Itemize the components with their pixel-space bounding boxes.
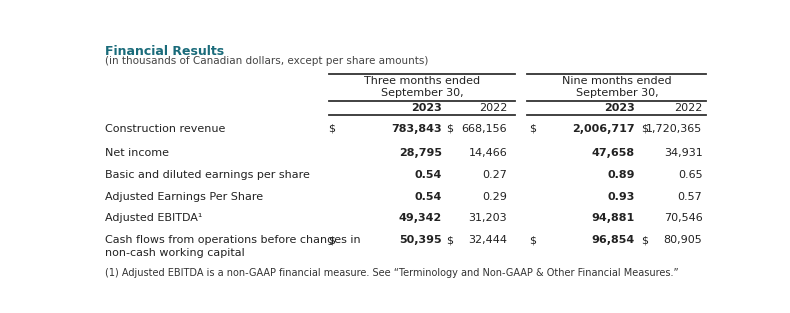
Text: Basic and diluted earnings per share: Basic and diluted earnings per share: [105, 170, 310, 180]
Text: 0.89: 0.89: [608, 170, 635, 180]
Text: $: $: [328, 235, 335, 245]
Text: 28,795: 28,795: [399, 148, 442, 158]
Text: (1) Adjusted EBITDA is a non-GAAP financial measure. See “Terminology and Non-GA: (1) Adjusted EBITDA is a non-GAAP financ…: [105, 268, 679, 278]
Text: 14,466: 14,466: [468, 148, 507, 158]
Text: $: $: [529, 235, 536, 245]
Text: 0.54: 0.54: [415, 192, 442, 202]
Text: 0.27: 0.27: [483, 170, 507, 180]
Text: 0.57: 0.57: [678, 192, 702, 202]
Text: $: $: [641, 124, 649, 134]
Text: 70,546: 70,546: [664, 213, 702, 223]
Text: 31,203: 31,203: [468, 213, 507, 223]
Text: Financial Results: Financial Results: [105, 45, 224, 58]
Text: $: $: [641, 235, 649, 245]
Text: Adjusted EBITDA¹: Adjusted EBITDA¹: [105, 213, 202, 223]
Text: $: $: [529, 124, 536, 134]
Text: 2,006,717: 2,006,717: [573, 124, 635, 134]
Text: Construction revenue: Construction revenue: [105, 124, 225, 134]
Text: 2023: 2023: [412, 103, 442, 113]
Text: 783,843: 783,843: [392, 124, 442, 134]
Text: $: $: [328, 124, 335, 134]
Text: (in thousands of Canadian dollars, except per share amounts): (in thousands of Canadian dollars, excep…: [105, 56, 428, 66]
Text: Nine months ended
September 30,: Nine months ended September 30,: [562, 76, 672, 99]
Text: 2023: 2023: [604, 103, 635, 113]
Text: 2022: 2022: [479, 103, 507, 113]
Text: Three months ended
September 30,: Three months ended September 30,: [364, 76, 480, 99]
Text: Cash flows from operations before changes in
non-cash working capital: Cash flows from operations before change…: [105, 235, 360, 258]
Text: 1,720,365: 1,720,365: [646, 124, 702, 134]
Text: 2022: 2022: [674, 103, 702, 113]
Text: 0.65: 0.65: [678, 170, 702, 180]
Text: 32,444: 32,444: [468, 235, 507, 245]
Text: 34,931: 34,931: [664, 148, 702, 158]
Text: 80,905: 80,905: [664, 235, 702, 245]
Text: 0.93: 0.93: [608, 192, 635, 202]
Text: 96,854: 96,854: [592, 235, 635, 245]
Text: $: $: [446, 124, 453, 134]
Text: 0.29: 0.29: [483, 192, 507, 202]
Text: 49,342: 49,342: [399, 213, 442, 223]
Text: 47,658: 47,658: [592, 148, 635, 158]
Text: Adjusted Earnings Per Share: Adjusted Earnings Per Share: [105, 192, 263, 202]
Text: $: $: [446, 235, 453, 245]
Text: 0.54: 0.54: [415, 170, 442, 180]
Text: 50,395: 50,395: [400, 235, 442, 245]
Text: 94,881: 94,881: [592, 213, 635, 223]
Text: Net income: Net income: [105, 148, 169, 158]
Text: 668,156: 668,156: [461, 124, 507, 134]
